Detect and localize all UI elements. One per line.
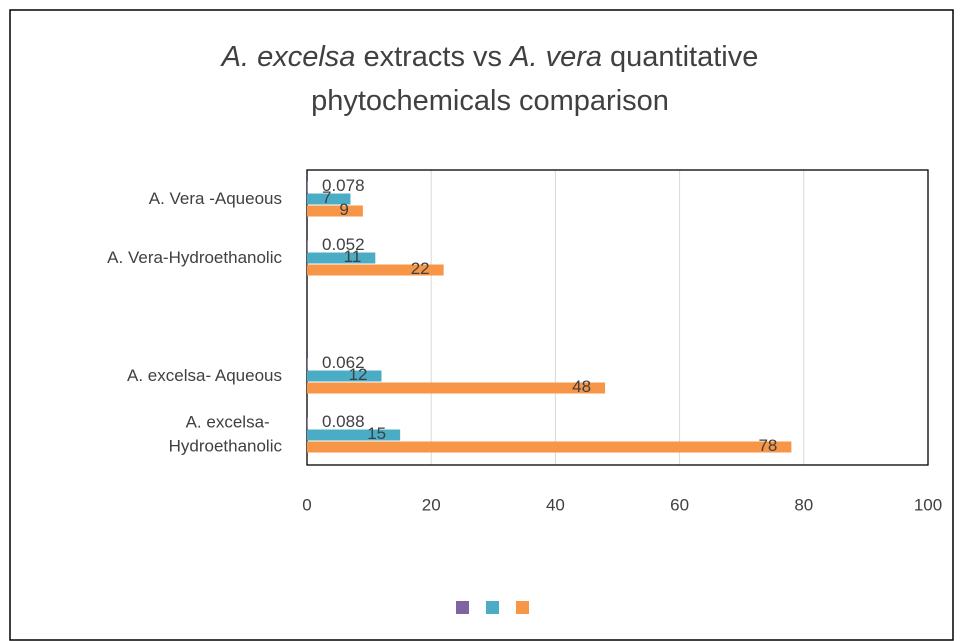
bar <box>307 370 382 382</box>
data-label: 48 <box>572 377 591 396</box>
label-line: Hydroethanolic <box>169 437 283 456</box>
data-label: 0.062 <box>322 353 365 372</box>
x-tick-label: 100 <box>914 495 942 514</box>
plot-frame <box>306 169 929 466</box>
title-run: quantitative <box>602 41 758 73</box>
bar <box>307 252 376 264</box>
data-label: 0.078 <box>322 176 365 195</box>
data-label: 0.088 <box>322 412 365 431</box>
legend-swatch <box>486 601 499 614</box>
title-run: A. excelsa <box>220 41 356 73</box>
title-run: extracts vs <box>355 41 510 73</box>
x-tick-label: 80 <box>794 495 813 514</box>
x-tick-label: 0 <box>302 495 311 514</box>
data-label: 0.052 <box>322 235 365 254</box>
data-label: 7 <box>322 188 331 207</box>
bar <box>307 417 308 429</box>
chart-title: A. excelsa extracts vs A. vera quantitat… <box>220 41 759 73</box>
data-label: 22 <box>411 259 430 278</box>
chart-border <box>9 9 954 641</box>
title-run: A. vera <box>508 41 602 73</box>
bar <box>307 429 401 441</box>
data-label: 11 <box>344 247 362 266</box>
y-tick-label: A. Vera-Hydroethanolic <box>107 248 282 267</box>
bar <box>307 240 308 252</box>
legend-swatch <box>456 601 469 614</box>
bar <box>307 441 792 453</box>
x-tick-label: 20 <box>422 495 441 514</box>
bar <box>307 205 363 217</box>
title-run: phytochemicals comparison <box>311 85 669 117</box>
y-tick-label: A. excelsa- Aqueous <box>127 366 282 385</box>
x-tick-label: 40 <box>546 495 565 514</box>
bar <box>307 181 308 193</box>
bar <box>307 358 308 370</box>
y-tick-label: A. Vera -Aqueous <box>149 189 282 208</box>
x-tick-label: 60 <box>670 495 689 514</box>
data-label: 9 <box>339 200 348 219</box>
bar <box>307 193 351 205</box>
chart-title: phytochemicals comparison <box>311 85 669 117</box>
y-tick-label: A. excelsa- Hydroethanolic <box>169 413 283 456</box>
legend-swatch <box>516 601 529 614</box>
data-label: 78 <box>758 436 777 455</box>
bar <box>307 264 444 276</box>
data-label: 12 <box>349 365 368 384</box>
label-line: A. excelsa- <box>186 413 275 432</box>
data-label: 15 <box>367 424 386 443</box>
bar <box>307 382 606 394</box>
